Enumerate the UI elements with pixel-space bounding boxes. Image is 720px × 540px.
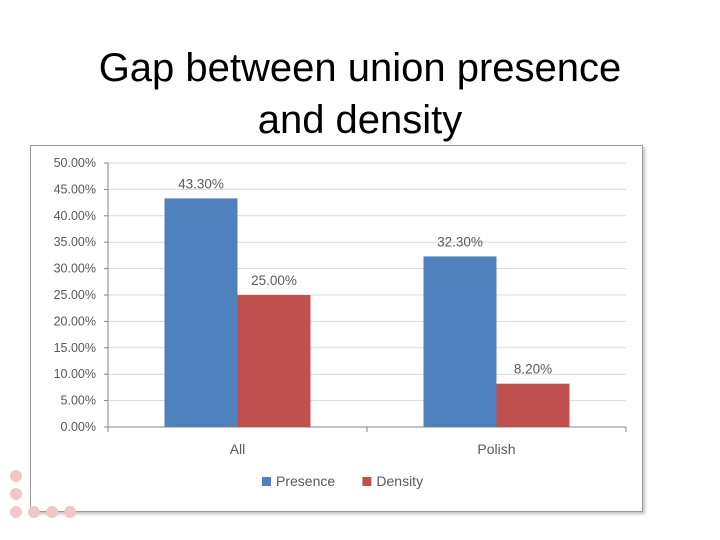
bars [164, 198, 570, 427]
y-tick-label: 45.00% [54, 182, 96, 196]
legend-swatch [362, 477, 372, 486]
legend: Presence Density [262, 473, 423, 489]
bar-chart: 0.00% 5.00% 10.00% 15.00% 20.00% 25.00% 30.00%… [54, 156, 627, 489]
y-tick-label: 30.00% [54, 262, 96, 276]
y-tick-label: 20.00% [54, 314, 96, 328]
y-tick-label: 5.00% [61, 394, 96, 408]
x-axis: All Polish [107, 426, 627, 457]
decorative-dots [10, 470, 90, 530]
y-tick-label: 15.00% [54, 341, 96, 355]
y-tick-label: 10.00% [54, 367, 96, 381]
bar-density-polish [496, 383, 570, 427]
legend-label: Density [376, 473, 423, 489]
y-tick-label: 35.00% [54, 235, 96, 249]
data-label: 32.30% [437, 234, 483, 249]
y-tick-label: 40.00% [54, 209, 96, 223]
legend-label: Presence [276, 473, 335, 489]
data-label: 43.30% [178, 176, 224, 191]
bar-density-all [237, 295, 311, 427]
data-label: 8.20% [514, 362, 552, 377]
decorative-dot [28, 506, 40, 518]
bar-presence-polish [423, 256, 497, 427]
y-tick-label: 0.00% [61, 420, 96, 434]
data-label: 25.00% [251, 273, 297, 288]
chart-frame [30, 145, 643, 512]
decorative-dot [10, 506, 22, 518]
decorative-dot [10, 488, 22, 500]
slide-title: Gap between union presence and density [0, 42, 720, 146]
x-tick-label: Polish [477, 441, 515, 457]
x-tick-label: All [230, 441, 246, 457]
y-axis: 0.00% 5.00% 10.00% 15.00% 20.00% 25.00% 30.00%… [54, 156, 109, 434]
data-labels: 43.30% 25.00% 32.30% 8.20% [178, 176, 552, 376]
slide-title-line-2: and density [257, 98, 463, 142]
y-tick-label: 50.00% [54, 156, 96, 170]
decorative-dot [64, 506, 76, 518]
y-tick-label: 25.00% [54, 288, 96, 302]
decorative-dot [10, 470, 22, 482]
slide-title-line-1: Gap between union presence [98, 46, 622, 90]
decorative-dot [46, 506, 58, 518]
legend-swatch [262, 477, 271, 486]
bar-presence-all [164, 198, 238, 427]
